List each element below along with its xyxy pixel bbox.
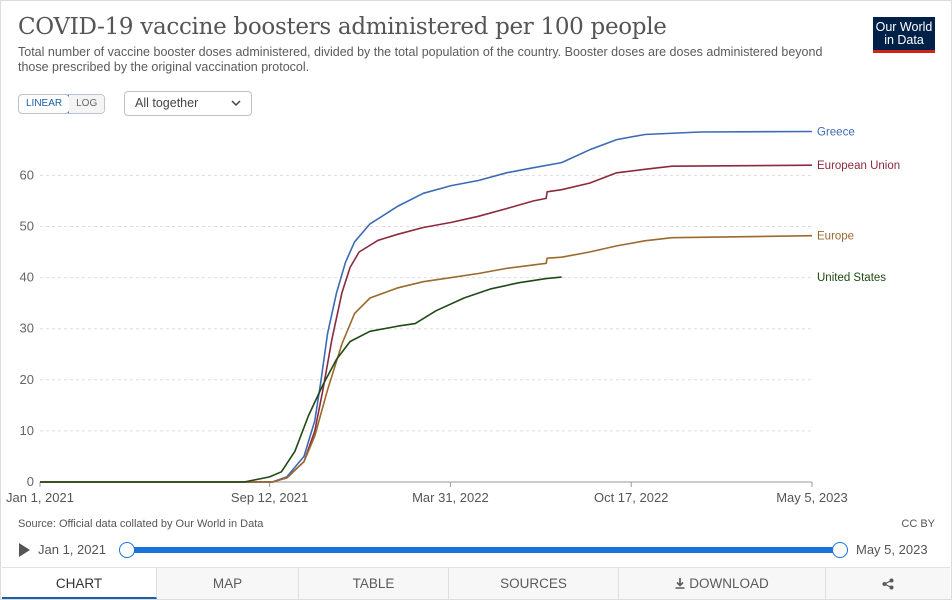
legend-label-greece: Greece: [817, 126, 855, 138]
tab-map[interactable]: MAP: [157, 568, 299, 599]
tab-bar: CHART MAP TABLE SOURCES DOWNLOAD: [2, 567, 950, 599]
series-line-greece: [40, 130, 813, 483]
series-line-europe: [40, 234, 813, 483]
y-tick-label-50: 50: [20, 219, 34, 234]
linear-scale-button[interactable]: LINEAR: [19, 95, 71, 113]
series-line-united-states: [40, 276, 562, 483]
timeline-start-handle[interactable]: [119, 542, 135, 558]
y-tick-label-60: 60: [20, 167, 34, 182]
share-icon: [882, 578, 894, 590]
x-tick-label-2: Mar 31, 2022: [412, 490, 489, 505]
timeline-track[interactable]: [126, 547, 840, 553]
y-tick-label-0: 0: [27, 474, 34, 489]
x-tick-label-1: Sep 12, 2021: [231, 490, 308, 505]
tab-sources[interactable]: SOURCES: [449, 568, 619, 599]
timeline-end-handle[interactable]: [832, 542, 848, 558]
x-tick-label-3: Oct 17, 2022: [594, 490, 668, 505]
timeline-end-label: May 5, 2023: [856, 542, 928, 557]
tab-chart[interactable]: CHART: [2, 568, 157, 599]
log-scale-button[interactable]: LOG: [69, 95, 105, 113]
download-icon: [675, 578, 685, 589]
tab-download[interactable]: DOWNLOAD: [619, 568, 826, 599]
tab-share[interactable]: [826, 568, 950, 599]
x-tick-label-0: Jan 1, 2021: [6, 490, 74, 505]
logo-line-1: Our World: [875, 20, 933, 34]
legend-label-europe: Europe: [817, 231, 854, 243]
chart-title: COVID-19 vaccine boosters administered p…: [18, 14, 667, 40]
y-tick-label-30: 30: [20, 321, 34, 336]
y-tick-label-20: 20: [20, 372, 34, 387]
play-icon[interactable]: [19, 543, 30, 557]
owid-logo[interactable]: Our World in Data: [873, 17, 935, 53]
facet-selector-value: All together: [135, 96, 199, 110]
source-note[interactable]: Source: Official data collated by Our Wo…: [18, 518, 264, 530]
facet-selector[interactable]: All together: [124, 91, 252, 116]
x-tick-label-4: May 5, 2023: [776, 490, 848, 505]
legend-label-united-states: United States: [817, 272, 886, 284]
line-chart: 0 10 20 30 40 50 60 Jan 1, 2021 Sep 12, 2021 Mar …: [6, 126, 900, 505]
tab-table[interactable]: TABLE: [299, 568, 449, 599]
series-line-european-union: [40, 164, 813, 483]
chart-subtitle: Total number of vaccine booster doses ad…: [18, 45, 823, 74]
license-note[interactable]: CC BY: [901, 518, 935, 530]
tab-download-label: DOWNLOAD: [689, 576, 769, 591]
timeline-start-label: Jan 1, 2021: [38, 542, 106, 557]
chevron-down-icon: [231, 100, 241, 107]
timeline: Jan 1, 2021 May 5, 2023: [0, 538, 952, 562]
logo-line-2: in Data: [884, 33, 924, 47]
y-tick-label-10: 10: [20, 423, 34, 438]
legend-label-european-union: European Union: [817, 160, 900, 172]
scale-toggle: LINEAR LOG: [18, 94, 106, 114]
y-tick-label-40: 40: [20, 270, 34, 285]
